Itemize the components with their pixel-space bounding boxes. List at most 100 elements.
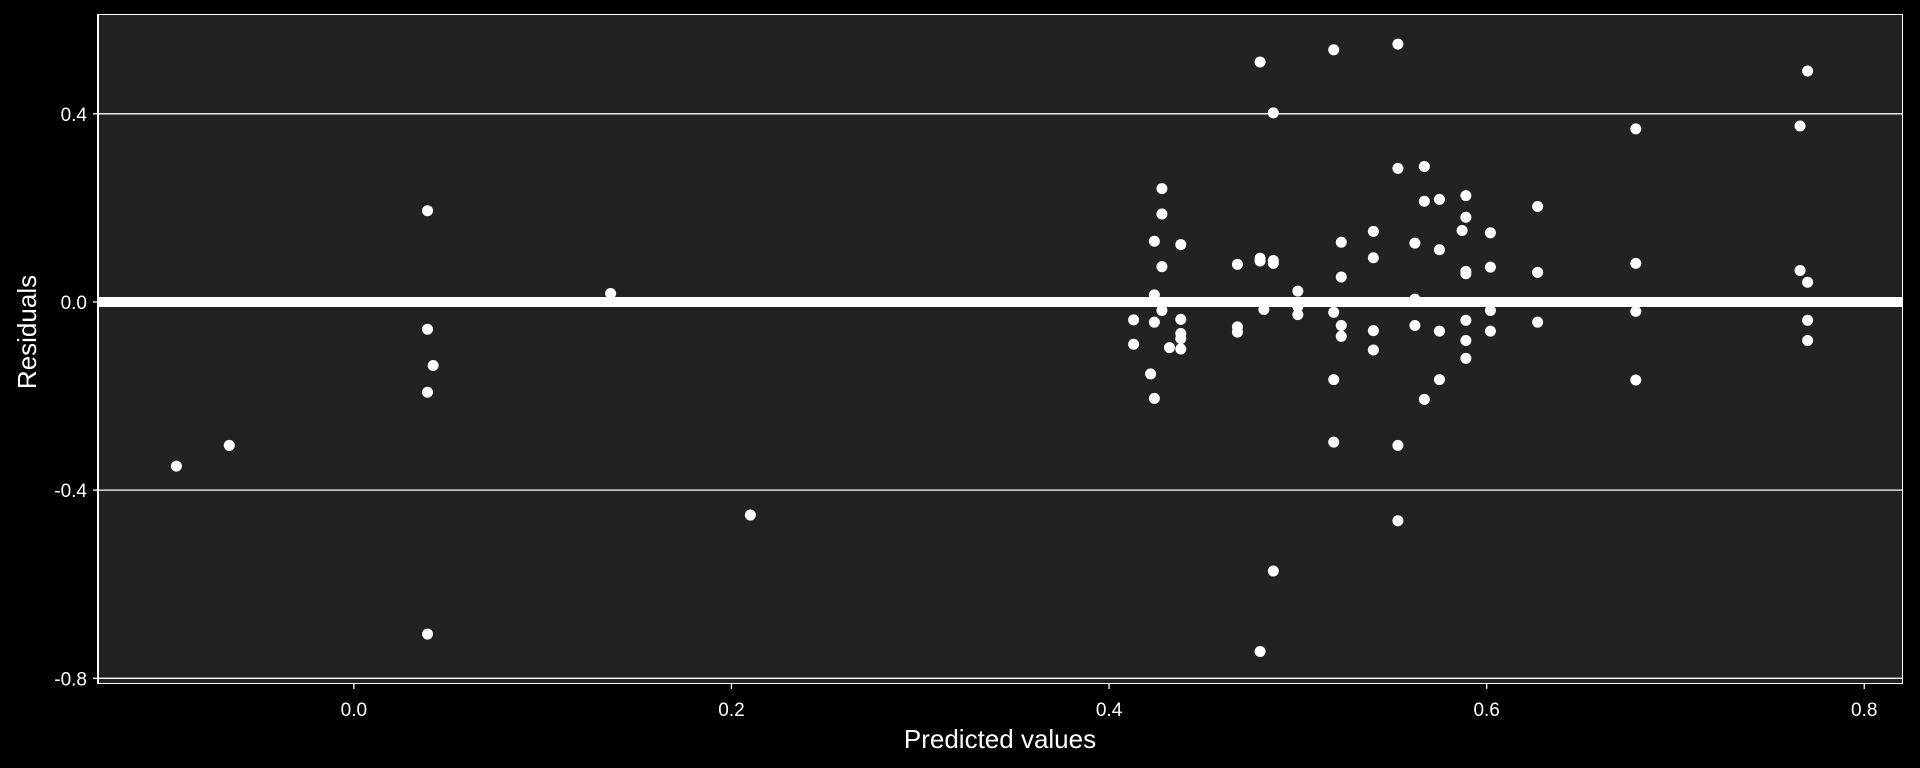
data-point	[1128, 314, 1140, 326]
data-point	[422, 323, 434, 335]
data-point	[1460, 335, 1472, 347]
data-point	[1328, 306, 1340, 318]
data-point	[1794, 120, 1806, 132]
data-point	[1392, 439, 1404, 451]
data-point	[1175, 239, 1187, 251]
data-point	[1367, 225, 1379, 237]
points-layer	[170, 38, 1814, 657]
data-point	[1460, 314, 1472, 326]
data-point	[1433, 325, 1445, 337]
data-point	[1148, 316, 1160, 328]
data-point	[1433, 193, 1445, 205]
y-tick-labels: -0.8 -0.4 0.0 0.4	[54, 105, 99, 690]
data-point	[1532, 316, 1544, 328]
data-point	[1292, 285, 1304, 297]
data-point	[1484, 261, 1496, 273]
data-point	[1433, 244, 1445, 256]
data-point	[744, 509, 756, 521]
data-point	[1460, 268, 1472, 280]
data-point	[1433, 374, 1445, 386]
data-point	[1267, 565, 1279, 577]
data-point	[1630, 123, 1642, 135]
data-point	[1267, 257, 1279, 269]
data-point	[1254, 56, 1266, 68]
y-tick-label: -0.8	[54, 669, 87, 690]
data-point	[1175, 313, 1187, 325]
data-point	[1532, 200, 1544, 212]
data-point	[1367, 252, 1379, 264]
data-point	[1335, 271, 1347, 283]
data-point	[1484, 304, 1496, 316]
data-point	[1128, 338, 1140, 350]
data-point	[1802, 65, 1814, 77]
data-point	[1231, 258, 1243, 270]
data-point	[223, 439, 235, 451]
data-point	[1418, 160, 1430, 172]
data-point	[1231, 326, 1243, 338]
data-point	[1328, 44, 1340, 56]
data-point	[1802, 276, 1814, 288]
x-tick-label: 0.4	[1096, 700, 1123, 721]
data-point	[1409, 319, 1421, 331]
data-point	[1460, 190, 1472, 202]
grid-layer	[99, 113, 1902, 679]
y-axis-title: Residuals	[12, 275, 42, 389]
data-point	[1418, 393, 1430, 405]
x-tick-labels: 0.0 0.2 0.4 0.6 0.8	[341, 683, 1877, 721]
data-point	[1163, 342, 1175, 354]
data-point	[1532, 266, 1544, 278]
x-tick-label: 0.0	[341, 700, 367, 721]
data-point	[1254, 645, 1266, 657]
data-point	[1460, 211, 1472, 223]
data-point	[1175, 343, 1187, 355]
data-point	[1630, 257, 1642, 269]
x-tick-label: 0.2	[718, 700, 744, 721]
data-point	[422, 628, 434, 640]
data-point	[1484, 227, 1496, 239]
data-point	[1802, 314, 1814, 326]
data-point	[1409, 293, 1421, 305]
data-point	[1254, 255, 1266, 267]
data-point	[1456, 224, 1468, 236]
data-point	[1392, 515, 1404, 527]
y-tick-label: 0.0	[61, 293, 87, 314]
data-point	[1409, 237, 1421, 249]
y-tick-label: 0.4	[61, 105, 88, 126]
data-point	[1794, 264, 1806, 276]
data-point	[1392, 162, 1404, 174]
data-point	[1418, 195, 1430, 207]
plot-panel	[99, 15, 1902, 683]
data-point	[1156, 261, 1168, 273]
data-point	[1802, 335, 1814, 347]
data-point	[427, 359, 439, 371]
x-tick-label: 0.8	[1851, 700, 1877, 721]
data-point	[1145, 368, 1157, 380]
data-point	[1335, 330, 1347, 342]
y-tick-label: -0.4	[54, 481, 87, 502]
data-point	[1148, 392, 1160, 404]
data-point	[1148, 235, 1160, 247]
data-point	[1335, 236, 1347, 248]
data-point	[1335, 319, 1347, 331]
data-point	[422, 205, 434, 217]
data-point	[605, 287, 617, 299]
data-point	[1367, 344, 1379, 356]
data-point	[1630, 305, 1642, 317]
data-point	[1258, 303, 1270, 315]
data-point	[1460, 352, 1472, 364]
data-point	[1156, 208, 1168, 220]
data-point	[422, 386, 434, 398]
data-point	[1367, 325, 1379, 337]
data-point	[1328, 436, 1340, 448]
data-point	[1156, 183, 1168, 195]
data-point	[1630, 374, 1642, 386]
data-point	[1292, 301, 1304, 313]
data-point	[1175, 333, 1187, 345]
data-point	[1156, 304, 1168, 316]
data-point	[1484, 325, 1496, 337]
x-axis-title: Predicted values	[904, 724, 1096, 754]
data-point	[1267, 107, 1279, 119]
x-tick-label: 0.6	[1473, 700, 1499, 721]
